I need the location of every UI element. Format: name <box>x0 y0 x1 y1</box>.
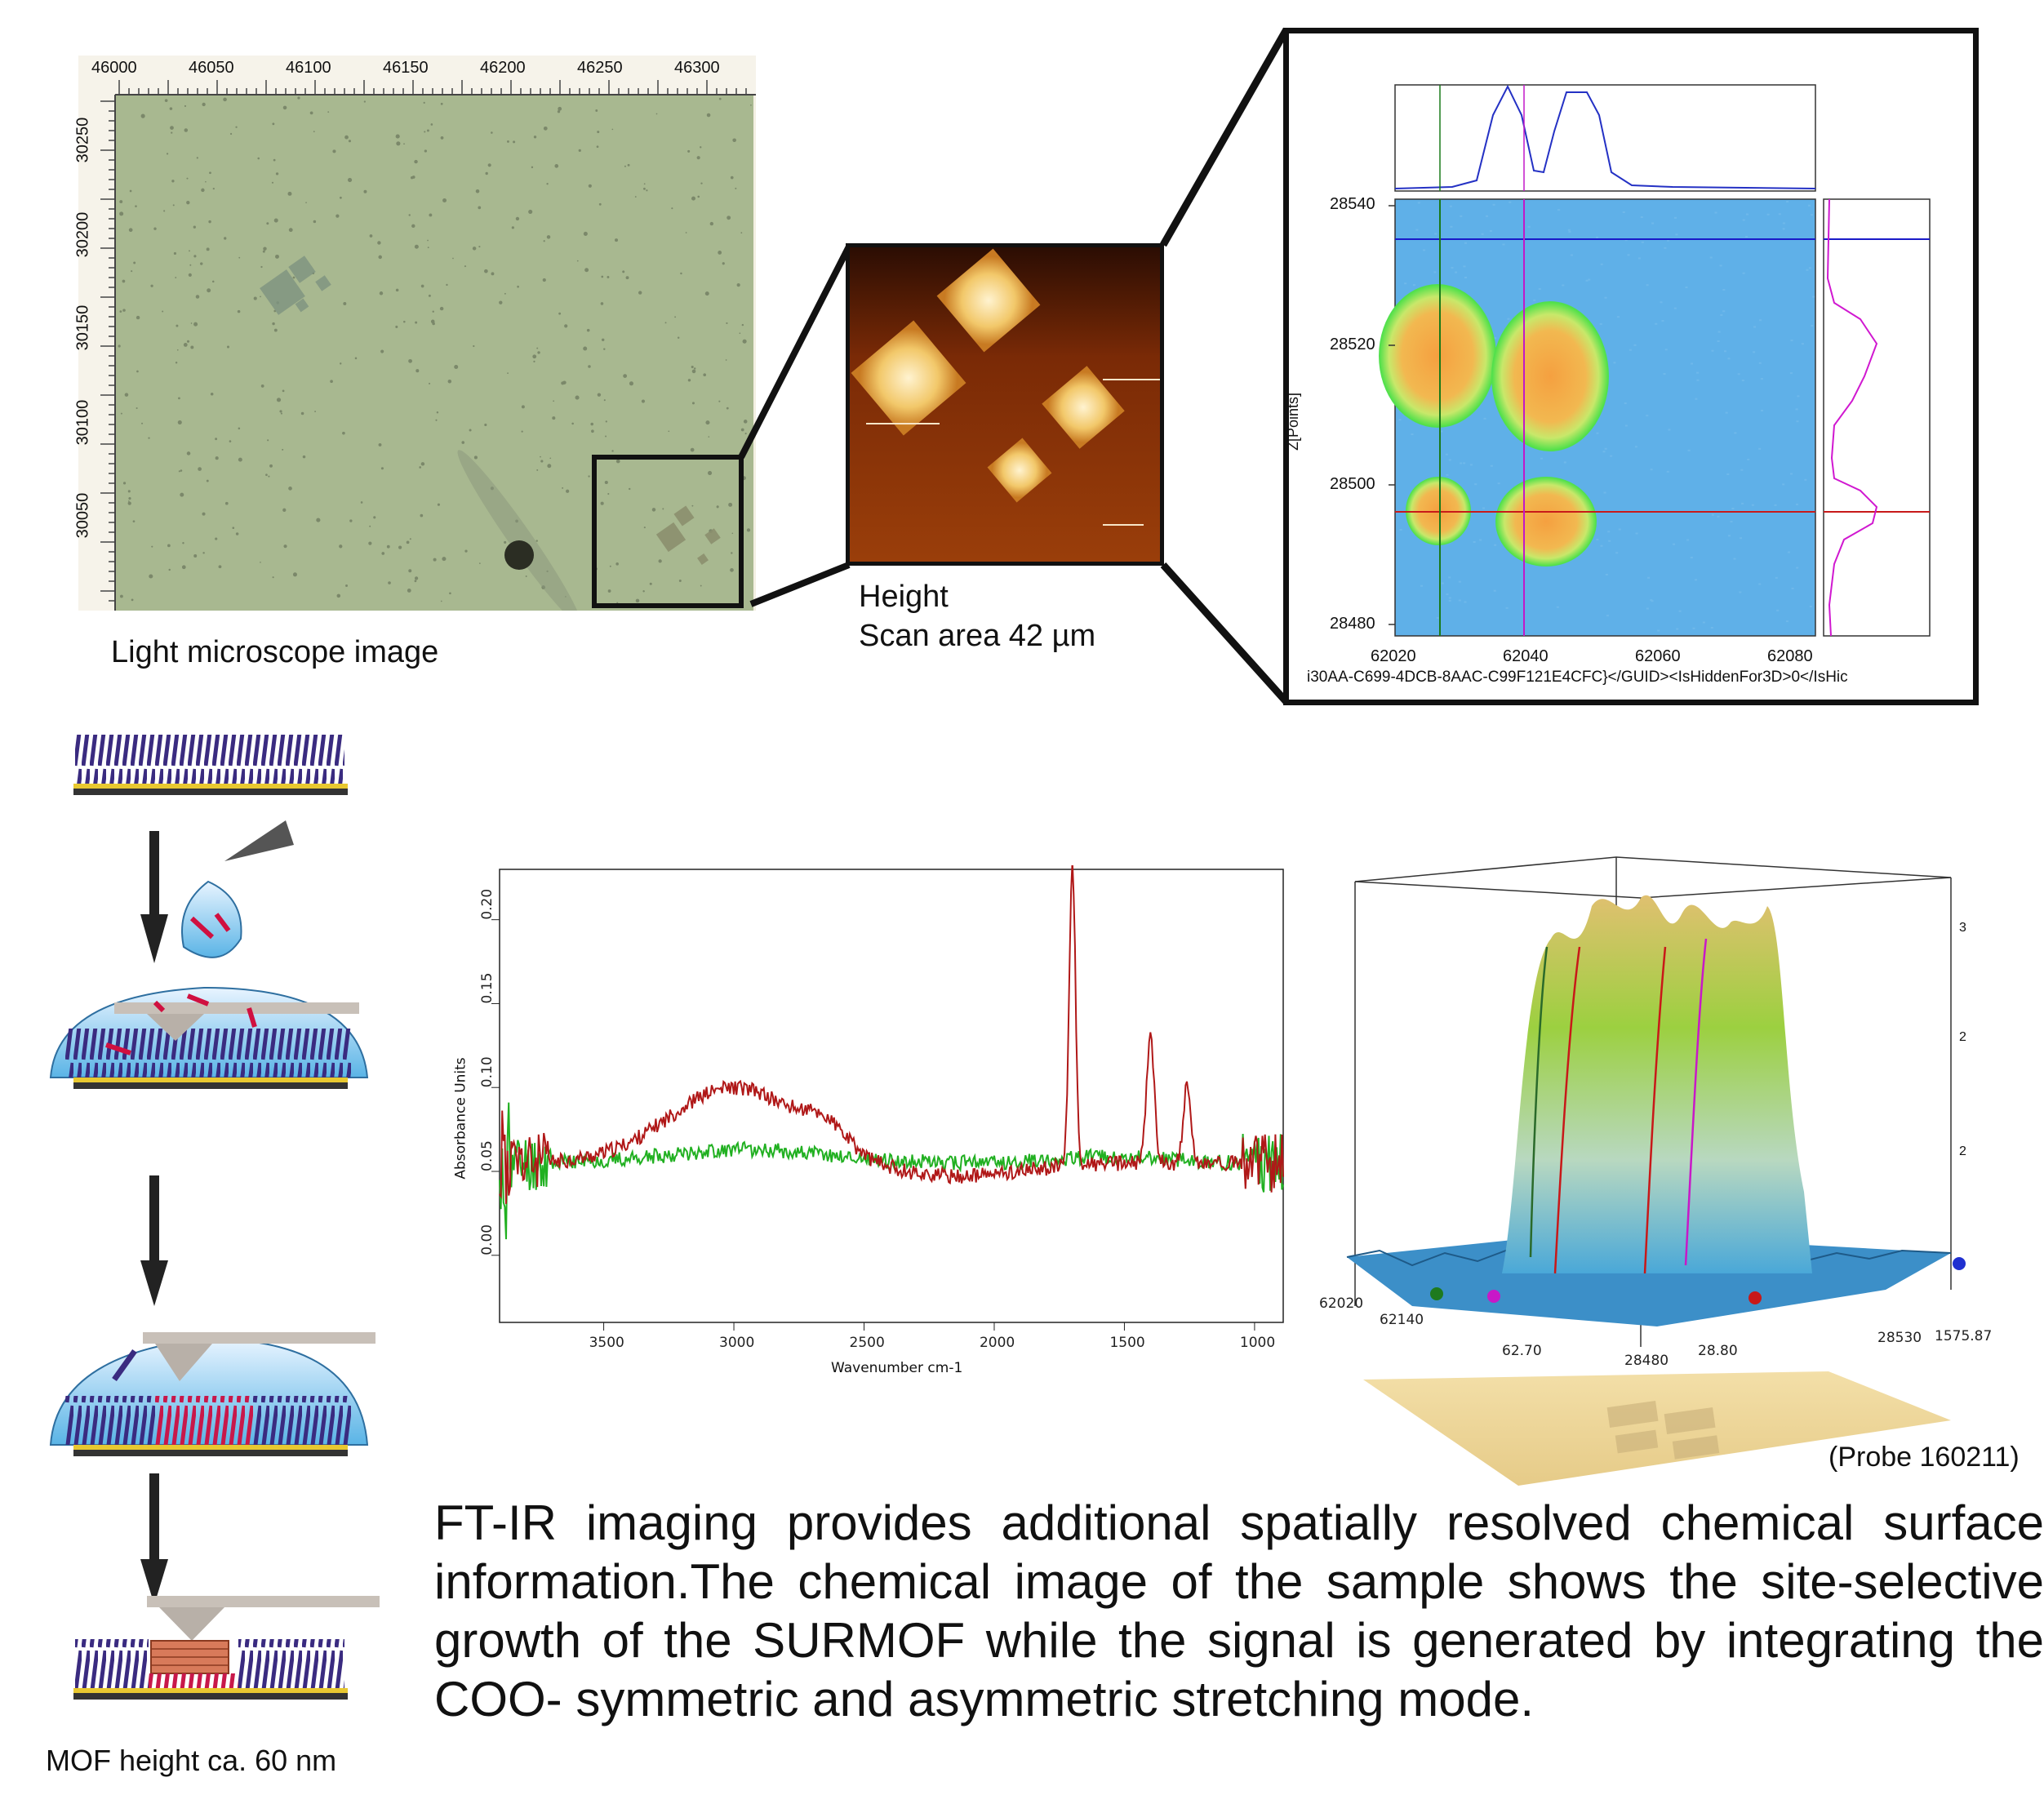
micro-x-tick: 46300 <box>674 59 720 77</box>
probe-label: (Probe 160211) <box>1828 1442 2020 1473</box>
micro-x-ticks: 46000 46050 46100 46150 46200 46250 4630… <box>78 59 756 77</box>
surface-z-tick: 2 <box>1959 1030 1966 1044</box>
spectrum-y-label: Absorbance Units <box>452 1057 469 1180</box>
micro-x-tick: 46050 <box>189 59 234 77</box>
spectrum-series-green <box>499 1102 1284 1240</box>
surface-3d-panel: 62020 62140 62.70 28480 28.80 28530 1575… <box>1314 849 2041 1494</box>
micro-x-tick: 46100 <box>286 59 331 77</box>
afm-caption-line1: Height <box>859 580 949 614</box>
spectrum-x-tick-label: 1000 <box>1240 1335 1275 1351</box>
process-schematic: MOF height ca. 60 nm <box>41 718 384 1780</box>
ir-map-panel: 28540 28520 28500 28480 Z[Points] 62020 … <box>1283 28 1979 705</box>
spectrum-y-tick-label: 0.00 <box>479 1224 495 1255</box>
spectrum-plot-frame <box>499 869 1284 1323</box>
surface-z-tick: 2 <box>1959 1144 1966 1158</box>
afm-height-image <box>850 247 1160 562</box>
spectrum-y-tick-label: 0.15 <box>479 973 495 1004</box>
svg-text:28.80: 28.80 <box>1698 1343 1738 1359</box>
ir-map-footer-text: i30AA-C699-4DCB-8AAC-C99F121E4CFC}</GUID… <box>1307 669 1848 686</box>
spectrum-x-tick-label: 3000 <box>719 1335 754 1351</box>
spectrum-series-red <box>499 860 1284 1204</box>
spectrum-y-tick-label: 0.20 <box>479 889 495 920</box>
spectrum-x-tick-label: 3500 <box>589 1335 624 1351</box>
ir-spectrum-chart: 3500 3000 2500 2000 1500 1000 0.00 0.05 0.10 0.1… <box>433 860 1298 1388</box>
spectrum-y-tick-label: 0.05 <box>479 1140 495 1171</box>
zoom-region-box <box>592 455 744 608</box>
spectrum-plot: 3500 3000 2500 2000 1500 1000 0.00 0.05 0.10 0.1… <box>479 860 1284 1351</box>
micro-x-tick: 46000 <box>91 59 137 77</box>
ir-map-x-tick: 62020 <box>1371 647 1416 665</box>
svg-text:62.70: 62.70 <box>1502 1343 1542 1359</box>
ir-map-x-tick: 62080 <box>1767 647 1813 665</box>
process-diagram <box>49 735 380 1700</box>
ir-map-y-tick: 28500 <box>1330 475 1375 493</box>
spectrum-x-tick-label: 2500 <box>850 1335 885 1351</box>
ir-map-x-tick: 62060 <box>1635 647 1681 665</box>
svg-text:1575.87: 1575.87 <box>1935 1328 1992 1344</box>
svg-text:28530: 28530 <box>1877 1330 1922 1346</box>
spectrum-y-tick-label: 0.10 <box>479 1056 495 1087</box>
surface-z-tick: 3 <box>1959 921 1966 935</box>
ir-map-x-tick: 62040 <box>1503 647 1549 665</box>
ir-map-y-tick: 28540 <box>1330 195 1375 213</box>
light-microscope-panel: 46000 46050 46100 46150 46200 46250 4630… <box>73 56 756 624</box>
micro-x-tick: 46250 <box>577 59 623 77</box>
light-microscope-image <box>78 56 756 624</box>
zoom-connectors <box>738 27 1290 705</box>
afm-height-panel <box>846 243 1164 566</box>
svg-text:62140: 62140 <box>1380 1312 1424 1328</box>
ir-map-y-tick: 28520 <box>1330 335 1375 353</box>
spectrum-x-tick-label: 1500 <box>1109 1335 1144 1351</box>
description-text: FT-IR imaging provides additional spatia… <box>434 1495 2044 1726</box>
light-microscope-caption: Light microscope image <box>111 635 439 669</box>
svg-text:62020: 62020 <box>1319 1295 1363 1312</box>
svg-text:28480: 28480 <box>1624 1353 1669 1369</box>
surface-3d-plot: 62020 62140 62.70 28480 28.80 28530 1575… <box>1319 856 1992 1486</box>
micro-x-tick: 46150 <box>383 59 429 77</box>
ir-map-y-label: Z[Points] <box>1285 392 1302 451</box>
ir-map-y-tick: 28480 <box>1330 615 1375 633</box>
spectrum-x-tick-label: 2000 <box>980 1335 1015 1351</box>
afm-caption-line2: Scan area 42 µm <box>859 619 1096 653</box>
ir-map-figure <box>1379 84 1931 637</box>
process-caption: MOF height ca. 60 nm <box>46 1744 337 1777</box>
micro-x-tick: 46200 <box>480 59 526 77</box>
spectrum-x-label: Wavenumber cm-1 <box>831 1360 963 1376</box>
